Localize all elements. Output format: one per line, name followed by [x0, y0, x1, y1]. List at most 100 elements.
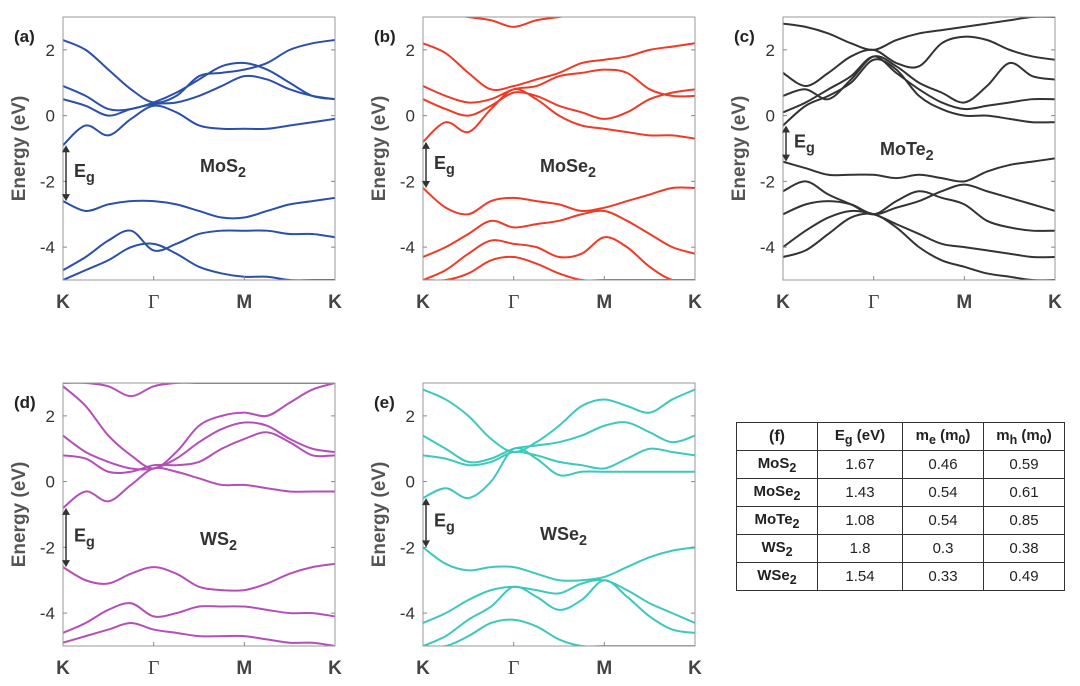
- table-panel-label: (f): [736, 422, 818, 451]
- table-header-row: (f) Eg (eV) me (m0) mh (m0): [736, 422, 1065, 451]
- y-tick-label: 0: [406, 107, 415, 126]
- material-label: MoSe2: [540, 156, 596, 181]
- band-vb4: [783, 209, 1055, 259]
- band-cb2: [423, 88, 695, 120]
- band-vb2: [423, 209, 695, 258]
- band-cb5: [461, 17, 566, 28]
- band-vb2: [63, 229, 335, 272]
- y-tick-label: -4: [400, 238, 415, 257]
- gap-arrow-head-up: [62, 145, 70, 153]
- x-tick-label: K: [688, 292, 702, 313]
- band-cb2: [63, 431, 335, 475]
- y-tick-label: 2: [46, 41, 55, 60]
- x-tick-label: Γ: [508, 291, 520, 313]
- col-header-eg: Eg (eV): [817, 422, 903, 451]
- material-label-subscript: 2: [926, 148, 934, 164]
- band-vb2: [423, 578, 695, 624]
- cell-mh: 0.49: [983, 562, 1065, 591]
- material-label: MoS2: [200, 156, 246, 181]
- band-cb1: [63, 466, 335, 509]
- panel-label: (c): [734, 27, 755, 46]
- row-material: MoSe2: [736, 478, 818, 507]
- band-vb1: [63, 562, 335, 592]
- table-row: WSe2 1.54 0.33 0.49: [736, 562, 1065, 591]
- cell-me: 0.3: [902, 534, 984, 563]
- gap-arrow-head-up: [62, 507, 70, 515]
- x-tick-label: M: [956, 292, 972, 313]
- band-vb2: [783, 180, 1055, 232]
- band-cb5: [63, 383, 335, 398]
- cell-eg: 1.43: [817, 478, 903, 507]
- col-header-me: me (m0): [902, 422, 984, 451]
- band-cb2: [423, 447, 695, 470]
- y-tick-label: 0: [406, 473, 415, 492]
- x-tick-label: M: [596, 292, 612, 313]
- gap-arrow-head-up: [422, 498, 430, 506]
- gap-label: Eg: [74, 161, 95, 186]
- cell-me: 0.54: [902, 478, 984, 507]
- x-tick-label: Γ: [148, 657, 160, 679]
- y-tick-label: 0: [46, 107, 55, 126]
- y-tick-label: 2: [406, 407, 415, 426]
- band-vb2: [63, 602, 335, 634]
- gap-arrow-head-down: [782, 154, 790, 162]
- band-lines: [423, 17, 695, 280]
- gap-label-main: E: [74, 526, 86, 546]
- material-label-main: WS: [200, 529, 229, 549]
- gap-arrow-head-up: [422, 141, 430, 149]
- x-tick-label: K: [1048, 292, 1062, 313]
- band-cb2: [783, 55, 1055, 114]
- y-tick-label: -4: [400, 604, 415, 623]
- row-material: WSe2: [736, 562, 818, 591]
- y-axis-label: Energy (eV): [9, 96, 30, 202]
- plot-frame: [62, 16, 336, 281]
- y-axis-label: Energy (eV): [9, 462, 30, 568]
- band-cb2: [63, 74, 335, 117]
- band-cb3: [783, 55, 1055, 104]
- band-cb4: [423, 42, 695, 91]
- y-axis-label: Energy (eV): [369, 462, 390, 568]
- band-lines: [63, 39, 335, 280]
- band-cb4: [63, 39, 335, 104]
- y-tick-label: 0: [46, 473, 55, 492]
- y-tick-label: 0: [766, 107, 775, 126]
- cell-eg: 1.54: [817, 562, 903, 591]
- band-vb3: [63, 621, 335, 646]
- y-tick-label: -2: [760, 172, 775, 191]
- cell-mh: 0.85: [983, 506, 1065, 535]
- band-lines: [63, 383, 335, 646]
- band-lines: [783, 17, 1055, 280]
- table-row: MoSe2 1.43 0.54 0.61: [736, 478, 1065, 507]
- band-cb1: [423, 88, 695, 143]
- row-material: MoTe2: [736, 506, 818, 535]
- cell-eg: 1.8: [817, 534, 903, 563]
- gap-label-subscript: g: [86, 170, 95, 186]
- band-cb1: [63, 104, 335, 146]
- table-row: WS2 1.8 0.3 0.38: [736, 534, 1065, 563]
- x-tick-label: K: [328, 292, 342, 313]
- y-tick-label: -2: [40, 538, 55, 557]
- material-label-main: WSe: [540, 524, 579, 544]
- band-vb1: [63, 196, 335, 220]
- material-label: WS2: [200, 529, 237, 554]
- y-axis-label: Energy (eV): [729, 96, 750, 202]
- material-label-main: MoSe: [540, 156, 588, 176]
- cell-eg: 1.67: [817, 450, 903, 479]
- y-tick-label: -4: [40, 604, 55, 623]
- gap-label: Eg: [794, 132, 815, 157]
- gap-label-subscript: g: [806, 141, 815, 157]
- gap-label-main: E: [74, 161, 86, 181]
- properties-table: (f) Eg (eV) me (m0) mh (m0) MoS2 1.67 0.…: [736, 422, 1065, 591]
- plot-frame: [782, 16, 1056, 281]
- material-label-subscript: 2: [229, 538, 237, 554]
- band-cb4: [63, 383, 335, 470]
- gap-arrow-head-down: [62, 560, 70, 568]
- x-tick-label: M: [236, 292, 252, 313]
- band-lines: [423, 388, 695, 646]
- panel-label: (a): [14, 27, 35, 46]
- band-cb5: [783, 17, 1055, 51]
- gap-label-subscript: g: [446, 162, 455, 178]
- band-cb1: [783, 58, 1055, 127]
- cell-mh: 0.38: [983, 534, 1065, 563]
